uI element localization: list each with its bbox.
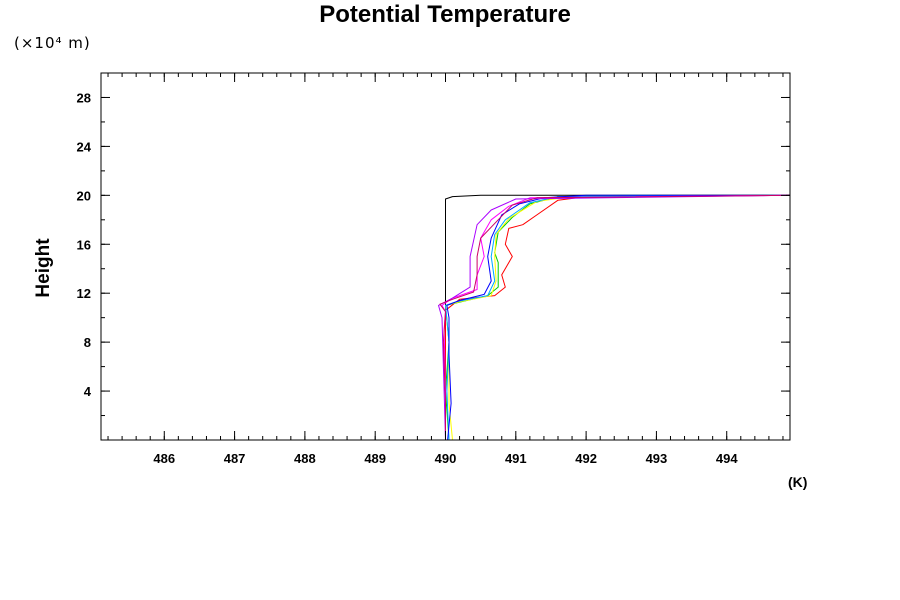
- y-tick-label: 16: [77, 237, 91, 252]
- y-tick-label: 8: [84, 335, 91, 350]
- series-line-3: [445, 194, 791, 441]
- y-axis-unit: (×10⁴ m): [14, 34, 91, 52]
- series-line-7: [438, 194, 791, 441]
- series-line-0: [445, 194, 790, 440]
- x-tick-label: 494: [716, 451, 738, 466]
- x-tick-label: 487: [224, 451, 246, 466]
- axes-layer: 486 487 488 489 490 491 492 493 494 4 8 12 16 20 24 28: [77, 72, 791, 466]
- series-line-5: [446, 194, 790, 441]
- x-tick-label: 486: [153, 451, 175, 466]
- x-tick-label: 490: [435, 451, 457, 466]
- y-tick-label: 12: [77, 286, 91, 301]
- x-axis-unit: (K): [788, 474, 808, 490]
- x-tick-label: 488: [294, 451, 316, 466]
- series-line-4: [445, 194, 791, 441]
- x-tick-label: 489: [364, 451, 386, 466]
- series-line-1: [445, 194, 790, 440]
- x-tick-label: 493: [646, 451, 668, 466]
- x-tick-label: 491: [505, 451, 527, 466]
- series-line-8: [439, 194, 791, 440]
- x-tick-label: 492: [575, 451, 597, 466]
- chart-title: Potential Temperature: [319, 1, 571, 28]
- y-tick-label: 20: [77, 188, 91, 203]
- series-layer: [438, 194, 791, 441]
- y-tick-label: 4: [84, 384, 92, 399]
- y-tick-label: 28: [77, 90, 91, 105]
- y-tick-label: 24: [77, 139, 92, 154]
- series-line-2: [445, 194, 790, 441]
